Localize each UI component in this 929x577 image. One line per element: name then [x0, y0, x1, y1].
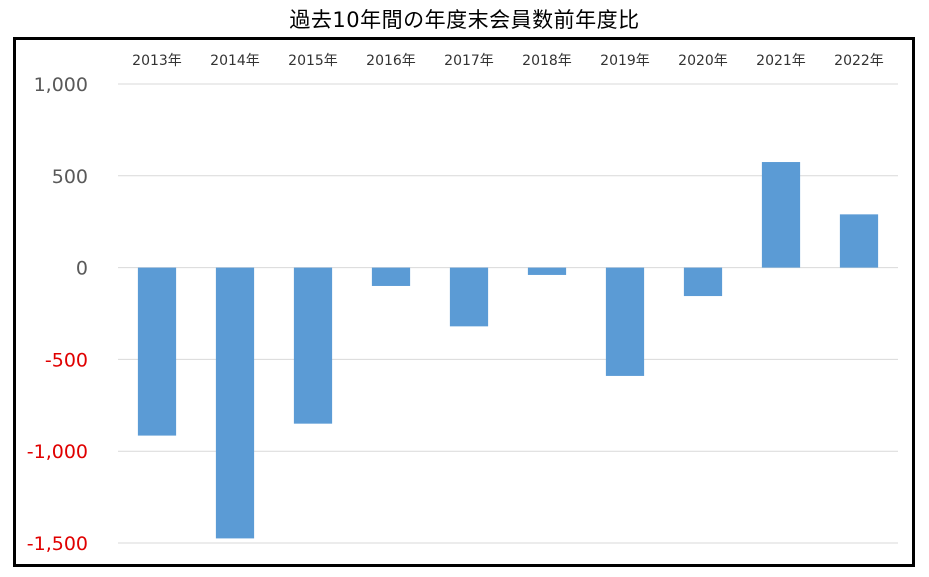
- x-tick-label: 2014年: [210, 53, 260, 69]
- bar: [839, 214, 879, 268]
- x-tick-label: 2022年: [834, 53, 884, 69]
- bar: [449, 267, 489, 327]
- x-tick-label: 2018年: [522, 53, 572, 69]
- bar: [371, 267, 411, 286]
- bars: [137, 162, 879, 539]
- y-tick-label: -1,500: [27, 533, 88, 555]
- x-tick-label: 2020年: [678, 53, 728, 69]
- bar: [137, 267, 177, 436]
- y-tick-label: 0: [76, 258, 88, 280]
- y-tick-label: -500: [45, 349, 88, 371]
- x-tick-label: 2015年: [288, 53, 338, 69]
- x-tick-label: 2019年: [600, 53, 650, 69]
- bar: [605, 267, 645, 376]
- x-tick-label: 2013年: [132, 53, 182, 69]
- bar: [683, 267, 723, 297]
- x-tick-labels: 2013年 2014年 2015年 2016年 2017年 2018年 2019年 2020年…: [132, 53, 884, 69]
- y-tick-label: 1,000: [34, 74, 88, 96]
- y-tick-label: -1,000: [27, 441, 88, 463]
- x-tick-label: 2016年: [366, 53, 416, 69]
- bar: [527, 267, 567, 275]
- bar: [215, 267, 255, 539]
- x-tick-label: 2017年: [444, 53, 494, 69]
- y-tick-labels: 1,000 500 0 -500 -1,000 -1,500: [27, 74, 88, 555]
- bar: [293, 267, 333, 424]
- y-tick-label: 500: [52, 166, 88, 188]
- chart-title: 過去10年間の年度末会員数前年度比: [289, 8, 640, 32]
- x-tick-label: 2021年: [756, 53, 806, 69]
- bar: [761, 162, 801, 268]
